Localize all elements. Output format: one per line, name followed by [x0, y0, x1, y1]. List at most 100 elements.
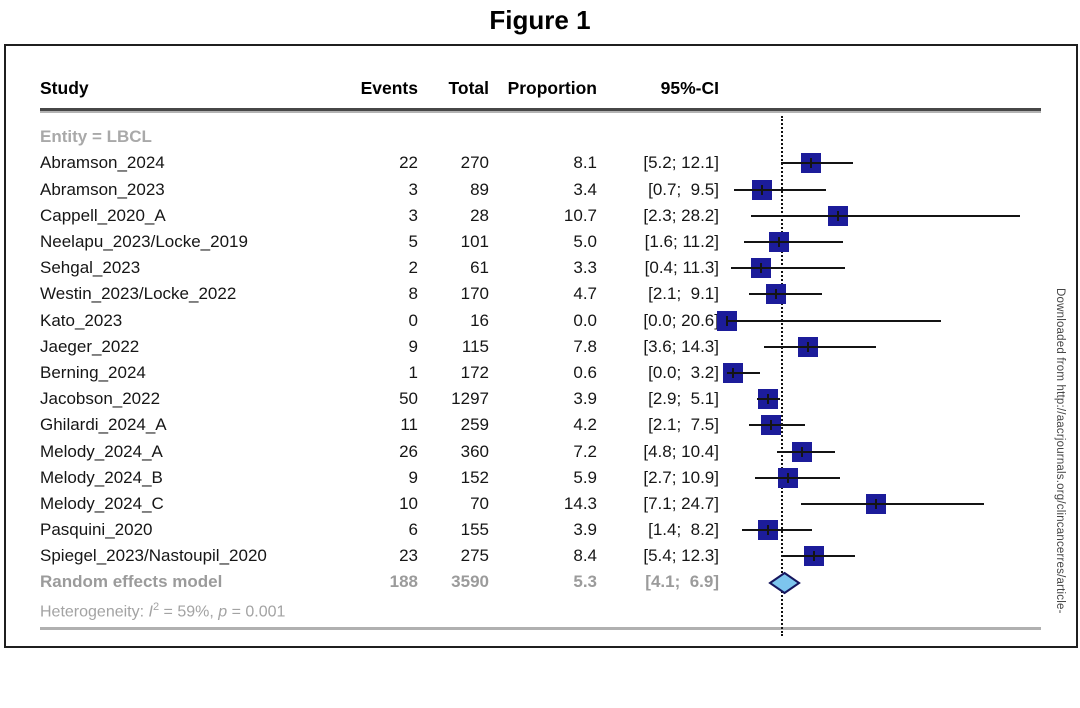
summary-diamond [767, 571, 801, 594]
table-row: Pasquini_2020 6 155 3.9 [1.4; 8.2] [0, 517, 1080, 543]
col-header-events: Events [360, 78, 418, 98]
confidence-interval-line [748, 293, 822, 296]
col-header-proportion: Proportion [507, 78, 597, 98]
ci-cell: [7.1; 24.7] [643, 493, 719, 513]
summary-label: Random effects model [40, 572, 223, 591]
confidence-interval-line [743, 240, 844, 243]
total-cell: 152 [460, 467, 489, 487]
confidence-interval-line [727, 371, 761, 374]
events-cell: 22 [399, 153, 418, 173]
point-estimate-tick [766, 525, 769, 536]
point-estimate-tick [769, 420, 772, 431]
table-row: Melody_2024_C 10 70 14.3 [7.1; 24.7] [0, 491, 1080, 517]
confidence-interval-line [757, 398, 781, 401]
point-estimate-tick [761, 184, 764, 195]
proportion-cell: 8.4 [573, 546, 597, 566]
point-estimate-tick [810, 158, 813, 169]
total-cell: 70 [470, 493, 489, 513]
proportion-cell: 5.9 [573, 467, 597, 487]
events-cell: 0 [408, 310, 418, 330]
summary-proportion: 5.3 [573, 572, 597, 591]
total-cell: 259 [460, 415, 489, 435]
point-estimate-tick [787, 472, 790, 483]
events-cell: 1 [408, 362, 418, 382]
pooled-estimate-dotted-line [781, 116, 784, 636]
het-mid: = 59%, [159, 603, 219, 621]
study-name-cell: Pasquini_2020 [40, 520, 153, 540]
header-separator-line [40, 108, 1041, 113]
table-row: Kato_2023 0 16 0.0 [0.0; 20.6] [0, 308, 1080, 334]
study-name-cell: Neelapu_2023/Locke_2019 [40, 231, 248, 251]
total-cell: 155 [460, 520, 489, 540]
ci-cell: [2.3; 28.2] [643, 205, 719, 225]
table-row: Melody_2024_B 9 152 5.9 [2.7; 10.9] [0, 465, 1080, 491]
confidence-interval-line [764, 345, 876, 348]
table-row: Abramson_2023 3 89 3.4 [0.7; 9.5] [0, 177, 1080, 203]
figure-title: Figure 1 [489, 5, 591, 35]
total-cell: 28 [470, 205, 489, 225]
confidence-interval-line [750, 214, 1021, 217]
point-estimate-tick [813, 551, 816, 562]
confidence-interval-line [800, 502, 984, 505]
events-cell: 5 [408, 231, 418, 251]
events-cell: 9 [408, 336, 418, 356]
proportion-cell: 3.4 [573, 179, 597, 199]
point-estimate-tick [774, 289, 777, 300]
confidence-interval-line [741, 529, 813, 532]
total-cell: 1297 [451, 389, 489, 409]
column-header-row: Study Events Total Proportion 95%-CI [0, 75, 1080, 101]
het-i-symbol: I [148, 603, 153, 621]
table-row: Abramson_2024 22 270 8.1 [5.2; 12.1] [0, 150, 1080, 176]
summary-ci: [4.1; 6.9] [645, 572, 719, 591]
events-cell: 2 [408, 258, 418, 278]
confidence-interval-line [734, 188, 826, 191]
ci-cell: [2.1; 7.5] [648, 415, 719, 435]
total-cell: 270 [460, 153, 489, 173]
het-p-symbol: p [218, 603, 228, 621]
total-cell: 360 [460, 441, 489, 461]
table-row: Neelapu_2023/Locke_2019 5 101 5.0 [1.6; 11.2… [0, 229, 1080, 255]
proportion-cell: 3.3 [573, 258, 597, 278]
het-i-superscript: 2 [152, 601, 160, 613]
table-row: Berning_2024 1 172 0.6 [0.0; 3.2] [0, 360, 1080, 386]
point-estimate-tick [726, 315, 728, 326]
proportion-cell: 0.0 [573, 310, 597, 330]
table-row: Melody_2024_A 26 360 7.2 [4.8; 10.4] [0, 439, 1080, 465]
ci-cell: [1.6; 11.2] [644, 231, 719, 251]
confidence-interval-line [731, 267, 845, 270]
events-cell: 11 [400, 415, 418, 435]
proportion-cell: 4.2 [573, 415, 597, 435]
point-estimate-tick [766, 394, 769, 405]
study-name-cell: Sehgal_2023 [40, 258, 141, 278]
study-name-cell: Ghilardi_2024_A [40, 415, 167, 435]
het-prefix: Heterogeneity: [40, 603, 149, 621]
events-cell: 3 [408, 205, 418, 225]
study-name-cell: Berning_2024 [40, 362, 146, 382]
events-cell: 6 [408, 520, 418, 540]
confidence-interval-line [776, 450, 836, 453]
study-name-cell: Spiegel_2023/Nastoupil_2020 [40, 546, 267, 566]
total-cell: 170 [460, 284, 489, 304]
point-estimate-tick [837, 210, 840, 221]
table-row: Spiegel_2023/Nastoupil_2020 23 275 8.4 [5.4;… [0, 543, 1080, 569]
proportion-cell: 7.2 [573, 441, 597, 461]
study-name-cell: Melody_2024_B [40, 467, 163, 487]
confidence-interval-line [781, 162, 853, 165]
ci-cell: [0.7; 9.5] [648, 179, 719, 199]
ci-cell: [2.9; 5.1] [648, 389, 719, 409]
proportion-cell: 7.8 [573, 336, 597, 356]
subgroup-label: Entity = LBCL [40, 127, 152, 146]
point-estimate-tick [800, 446, 803, 457]
total-cell: 61 [470, 258, 489, 278]
confidence-interval-line [755, 476, 841, 479]
events-cell: 26 [399, 441, 418, 461]
ci-cell: [2.7; 10.9] [643, 467, 719, 487]
events-cell: 50 [399, 389, 418, 409]
total-cell: 101 [460, 231, 489, 251]
subgroup-label-row: Entity = LBCL [0, 124, 1080, 150]
proportion-cell: 14.3 [563, 493, 597, 513]
study-name-cell: Westin_2023/Locke_2022 [40, 284, 237, 304]
confidence-interval-line [748, 424, 805, 427]
confidence-interval-line [783, 555, 855, 558]
study-name-cell: Jaeger_2022 [40, 336, 140, 356]
